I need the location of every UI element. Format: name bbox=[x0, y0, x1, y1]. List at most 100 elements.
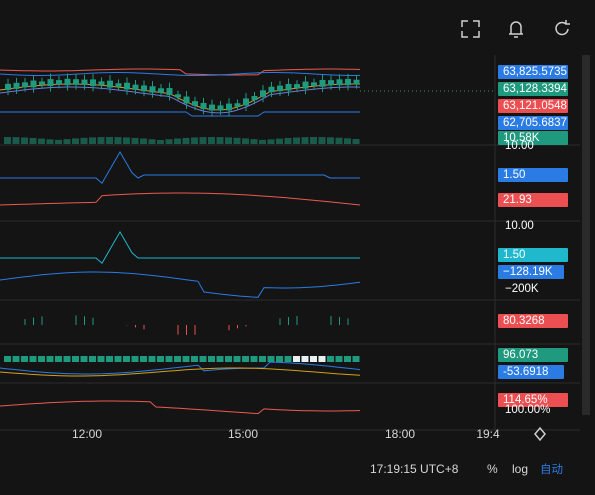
candle bbox=[319, 79, 326, 87]
plot-area bbox=[0, 68, 361, 415]
volume-bar bbox=[182, 137, 190, 144]
volume-bar bbox=[21, 137, 28, 144]
scale-label: 10.00 bbox=[505, 220, 534, 232]
auto-scale[interactable]: 自动 bbox=[540, 463, 563, 476]
candle bbox=[64, 78, 71, 86]
candle bbox=[294, 84, 300, 89]
volume-bar bbox=[174, 138, 181, 144]
candle bbox=[192, 101, 198, 106]
candle bbox=[124, 82, 130, 90]
time-label: 18:00 bbox=[385, 427, 415, 441]
percent-toggle[interactable]: % bbox=[487, 462, 498, 476]
signal-line bbox=[0, 367, 361, 377]
volume-bar bbox=[225, 137, 232, 144]
candle bbox=[277, 85, 283, 92]
volume-bar bbox=[191, 137, 198, 144]
volume-bar bbox=[72, 138, 79, 144]
price-label-box bbox=[498, 265, 564, 279]
candle bbox=[336, 79, 343, 86]
hist-bar bbox=[38, 356, 45, 362]
candle bbox=[200, 102, 207, 110]
volume-bar bbox=[301, 137, 309, 144]
candle bbox=[56, 80, 62, 85]
price-label-box bbox=[498, 248, 568, 262]
hist-bar bbox=[233, 356, 241, 362]
volume-bar bbox=[318, 137, 326, 144]
candle bbox=[209, 104, 215, 111]
price-label: -53.6918 bbox=[503, 366, 548, 378]
candle bbox=[81, 79, 88, 85]
price-label: 1.50 bbox=[503, 249, 525, 261]
volume-bar bbox=[327, 137, 334, 144]
hist-bar bbox=[89, 356, 96, 362]
hist-bar bbox=[29, 356, 37, 362]
hist-bar bbox=[216, 356, 224, 362]
hist-bar bbox=[157, 356, 164, 362]
alert-icon[interactable] bbox=[509, 21, 523, 38]
scale-label: −200K bbox=[505, 283, 539, 295]
hist-bar bbox=[97, 356, 105, 362]
volume-bar bbox=[4, 137, 11, 144]
candle bbox=[90, 79, 96, 87]
volume-bar bbox=[38, 138, 45, 144]
volume-bar bbox=[157, 139, 164, 144]
price-label-box bbox=[498, 168, 568, 182]
candle bbox=[251, 96, 258, 101]
price-label: 63,121.0548 bbox=[503, 100, 567, 112]
hist-bar bbox=[106, 356, 113, 362]
volume-bar bbox=[55, 139, 62, 144]
volume-bar bbox=[259, 139, 266, 144]
candle bbox=[217, 105, 224, 111]
settings-icon[interactable] bbox=[534, 426, 546, 442]
log-toggle[interactable]: log bbox=[512, 462, 528, 476]
hist-bar bbox=[123, 356, 130, 362]
scrollbar[interactable] bbox=[582, 55, 590, 415]
scale-label: 10.00 bbox=[505, 140, 534, 152]
refresh-icon[interactable] bbox=[555, 20, 570, 36]
hist-bar bbox=[250, 356, 258, 362]
hist-bar bbox=[310, 356, 317, 362]
price-label: −128.19K bbox=[503, 266, 553, 278]
volume-bar bbox=[344, 138, 351, 144]
hist-bar bbox=[140, 356, 147, 362]
volume-bar bbox=[165, 139, 173, 144]
hist-bar bbox=[284, 356, 292, 362]
price-label: 21.93 bbox=[503, 194, 532, 206]
candle bbox=[98, 81, 105, 86]
pct-line bbox=[0, 400, 361, 415]
candle bbox=[47, 79, 54, 87]
volume-bar bbox=[12, 137, 20, 144]
upper-band-2 bbox=[0, 72, 361, 76]
hist-bar bbox=[293, 356, 300, 362]
volume-bar bbox=[140, 138, 147, 144]
volume-bar bbox=[106, 137, 113, 144]
candle bbox=[158, 88, 164, 93]
price-label: 96.073 bbox=[503, 349, 538, 361]
candle bbox=[345, 78, 351, 86]
candle bbox=[73, 79, 79, 85]
price-label-box bbox=[498, 348, 568, 362]
hist-bar bbox=[46, 356, 54, 362]
hist-bar bbox=[174, 356, 181, 362]
price-label-box bbox=[498, 65, 568, 79]
price-label-box bbox=[498, 82, 568, 96]
time-label: 19:4 bbox=[476, 427, 500, 441]
volume-bar bbox=[233, 137, 241, 144]
fullscreen-icon[interactable] bbox=[461, 20, 480, 38]
candle bbox=[30, 80, 37, 88]
volume-bar bbox=[276, 138, 283, 144]
price-label: 114.65% bbox=[503, 394, 548, 406]
hist-bar bbox=[55, 356, 62, 362]
hist-bar bbox=[276, 356, 283, 362]
obv-line bbox=[0, 271, 361, 298]
macd-line bbox=[0, 361, 361, 375]
candle bbox=[115, 83, 122, 87]
candle bbox=[13, 82, 20, 89]
hist-bar bbox=[148, 356, 156, 362]
volume-bar bbox=[63, 139, 71, 144]
hist-bar bbox=[301, 356, 309, 362]
time-label: 12:00 bbox=[72, 427, 102, 441]
hist-bar bbox=[352, 356, 360, 362]
candle bbox=[268, 86, 275, 93]
